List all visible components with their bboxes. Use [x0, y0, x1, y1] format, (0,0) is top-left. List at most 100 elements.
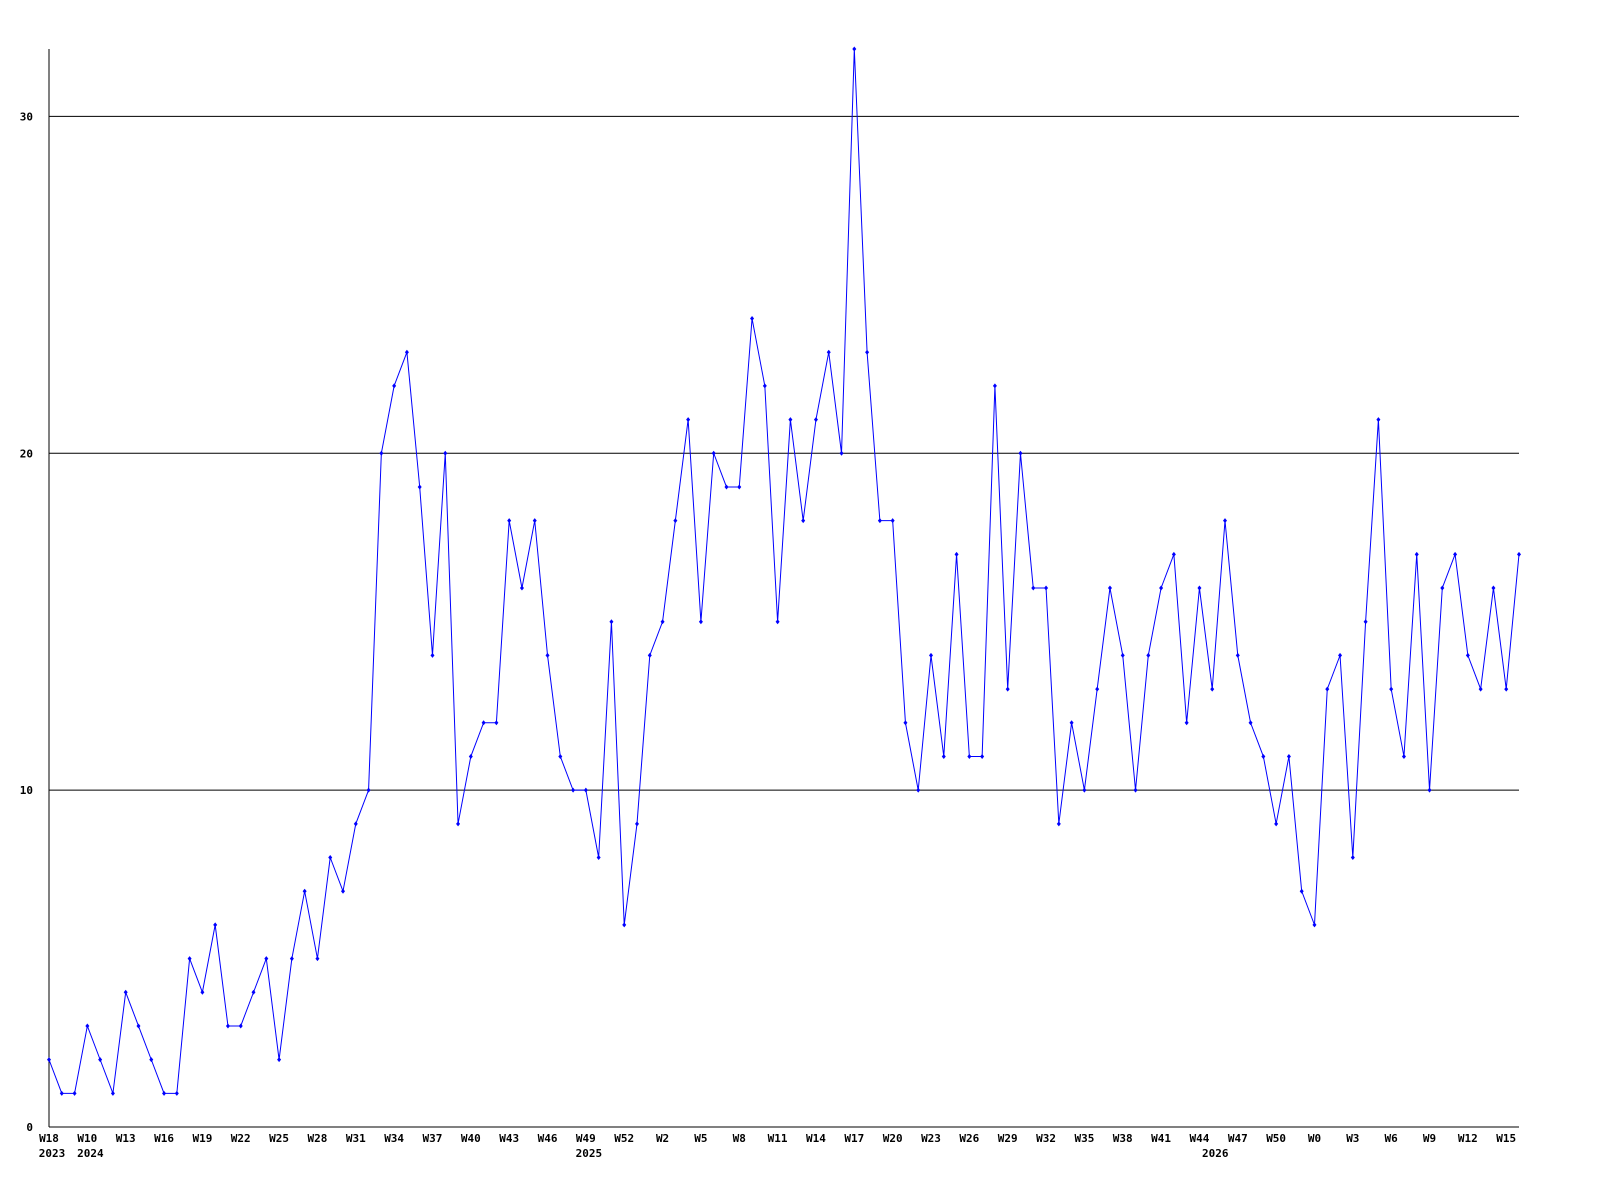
- point: [545, 652, 550, 658]
- y-tick-label: 0: [26, 1121, 33, 1134]
- point: [801, 518, 806, 524]
- point: [1261, 753, 1266, 759]
- point: [1069, 720, 1074, 726]
- x-tick-label: W11: [768, 1132, 788, 1145]
- x-tick-label: W50: [1266, 1132, 1286, 1145]
- point: [865, 349, 870, 355]
- point: [1350, 855, 1355, 860]
- x-tick-label: W14: [806, 1132, 826, 1145]
- x-tick-label: W28: [307, 1132, 327, 1145]
- point: [213, 922, 218, 928]
- point: [1210, 686, 1215, 692]
- point: [162, 1090, 167, 1096]
- point: [1299, 888, 1304, 894]
- point: [1082, 787, 1087, 793]
- x-tick-label: W12: [1458, 1132, 1478, 1145]
- point: [929, 652, 933, 658]
- x-tick-label: W0: [1308, 1132, 1321, 1145]
- point: [1235, 652, 1240, 658]
- point: [660, 619, 665, 625]
- x-tick-label: W20: [883, 1132, 903, 1145]
- x-tick-label: W41: [1151, 1132, 1171, 1145]
- point: [967, 753, 972, 759]
- x-tick-label: W32: [1036, 1132, 1056, 1145]
- x-tick-label: W3: [1346, 1132, 1359, 1145]
- y-tick-label: 30: [20, 110, 33, 123]
- point: [289, 956, 294, 962]
- point: [1056, 821, 1061, 827]
- point: [1363, 619, 1368, 625]
- point: [622, 922, 627, 928]
- point: [724, 484, 729, 490]
- point: [1414, 551, 1419, 557]
- point: [698, 619, 703, 625]
- point: [1018, 450, 1023, 456]
- point: [85, 1023, 90, 1029]
- x-tick-label: W29: [998, 1132, 1018, 1145]
- point: [353, 821, 358, 827]
- point: [149, 1057, 154, 1063]
- point: [877, 518, 882, 524]
- point: [941, 753, 946, 759]
- point: [1184, 720, 1189, 726]
- x-tick-label: W2: [656, 1132, 669, 1145]
- point: [788, 417, 793, 423]
- point: [583, 787, 588, 793]
- point: [1465, 652, 1470, 658]
- point: [1120, 652, 1125, 658]
- point: [596, 855, 601, 860]
- point: [890, 518, 895, 524]
- point: [1274, 821, 1279, 827]
- x-tick-label: W23: [921, 1132, 941, 1145]
- x-tick-label: W19: [192, 1132, 212, 1145]
- point: [1146, 652, 1151, 658]
- point: [686, 417, 691, 423]
- point: [775, 619, 780, 625]
- point: [1095, 686, 1100, 692]
- point: [1376, 417, 1381, 423]
- x-tick-label: W47: [1228, 1132, 1248, 1145]
- x-tick-label: W52: [614, 1132, 634, 1145]
- point: [1171, 551, 1176, 557]
- point: [558, 753, 563, 759]
- point: [98, 1057, 103, 1063]
- x-tick-label: W17: [844, 1132, 864, 1145]
- point: [187, 956, 192, 962]
- point: [1338, 652, 1343, 658]
- point: [992, 383, 997, 389]
- point: [1440, 585, 1445, 591]
- point: [1504, 686, 1509, 692]
- point: [1286, 753, 1291, 759]
- point: [1401, 753, 1406, 759]
- x-tick-label: W46: [538, 1132, 558, 1145]
- point: [494, 720, 499, 726]
- point: [174, 1090, 179, 1096]
- point: [571, 787, 576, 793]
- point: [481, 720, 486, 726]
- point: [277, 1057, 282, 1063]
- y-tick-label: 10: [20, 784, 33, 797]
- point: [225, 1023, 230, 1029]
- point: [609, 619, 614, 625]
- x-tick-label: W10: [77, 1132, 97, 1145]
- point: [238, 1023, 243, 1029]
- x-tick-label: W18: [39, 1132, 59, 1145]
- point: [59, 1090, 64, 1096]
- point: [366, 787, 371, 793]
- point: [1491, 585, 1496, 591]
- point: [1133, 787, 1138, 793]
- x-tick-label: W13: [116, 1132, 136, 1145]
- point: [916, 787, 921, 793]
- point: [813, 417, 818, 423]
- point: [123, 989, 128, 995]
- point: [750, 316, 755, 321]
- point: [1427, 787, 1432, 793]
- point: [826, 349, 831, 355]
- x-tick-label: W40: [461, 1132, 481, 1145]
- point: [341, 888, 345, 894]
- x-tick-label: W15: [1496, 1132, 1516, 1145]
- point: [839, 450, 844, 456]
- point: [1159, 585, 1164, 591]
- x-tick-label: W16: [154, 1132, 174, 1145]
- x-tick-label: W31: [346, 1132, 366, 1145]
